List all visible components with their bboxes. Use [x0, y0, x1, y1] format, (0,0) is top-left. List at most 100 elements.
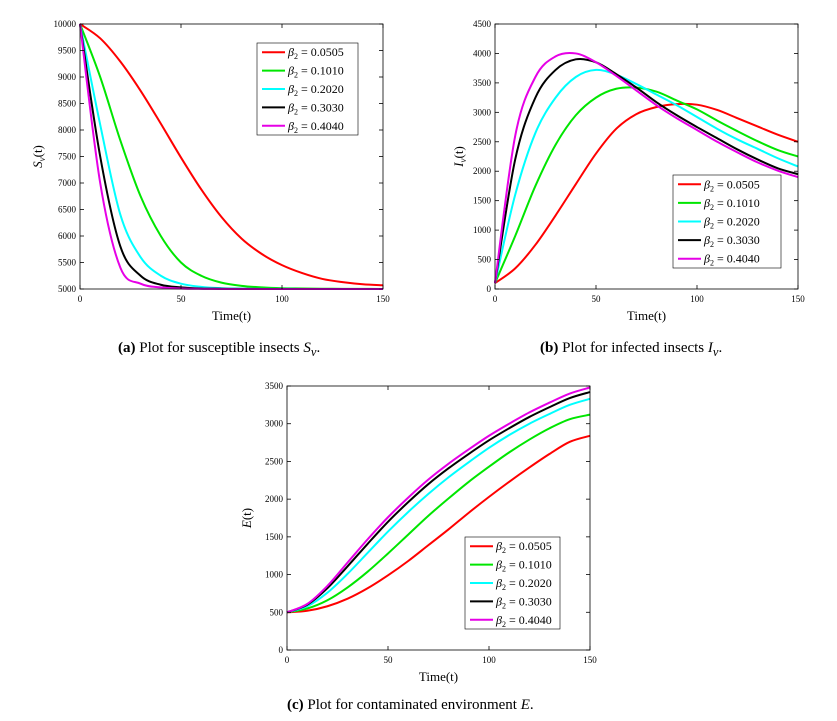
legend-label-3: β2 = 0.2020	[287, 82, 344, 98]
x-tick-label: 50	[384, 655, 394, 665]
y-tick-label: 7000	[58, 178, 77, 188]
caption-a-label: (a)	[118, 340, 136, 356]
x-tick-label: 50	[592, 294, 602, 304]
y-tick-label: 5500	[58, 258, 77, 268]
legend-label-2: β2 = 0.1010	[703, 196, 760, 212]
legend: β2 = 0.0505 β2 = 0.1010 β2 = 0.2020 β2 = 0.…	[256, 42, 359, 136]
series-line-1	[494, 102, 799, 284]
x-axis-label: Time(t)	[627, 308, 666, 323]
y-tick-label: 0	[487, 284, 492, 294]
y-axis-label-sub: v	[37, 157, 47, 161]
legend-label-5: β2 = 0.4040	[495, 613, 552, 629]
x-tick-label: 0	[285, 655, 290, 665]
y-tick-label: 1000	[473, 225, 492, 235]
chart-panel-b: 0 50 100 150 0 500 1000 1500 2000 2500 3000 3500 400…	[420, 0, 837, 330]
y-tick-label: 8500	[58, 99, 77, 109]
series-line-3	[494, 68, 799, 284]
legend-label-1: β2 = 0.0505	[495, 539, 552, 555]
series-line-5	[286, 386, 591, 614]
legend-label-2: β2 = 0.1010	[495, 558, 552, 574]
chart-svg-a: 0 50 100 150 5000 5500 6000 6500 7000 7500 8000 850…	[30, 19, 390, 323]
y-tick-label: 1000	[265, 570, 284, 580]
legend-label-1: β2 = 0.0505	[287, 45, 344, 61]
legend: β2 = 0.0505 β2 = 0.1010 β2 = 0.2020 β2 = 0.…	[672, 174, 782, 269]
y-axis-label-sub: v	[458, 158, 468, 162]
legend-label-4: β2 = 0.3030	[287, 100, 344, 116]
x-tick-label: 150	[376, 294, 390, 304]
y-axis-label-symbol: S	[30, 161, 45, 168]
caption-c-label: (c)	[287, 697, 304, 713]
y-tick-label: 2000	[473, 166, 492, 176]
caption-a-text: Plot for susceptible insects	[139, 340, 300, 356]
legend: β2 = 0.0505 β2 = 0.1010 β2 = 0.2020 β2 = 0.…	[464, 536, 561, 630]
y-tick-label: 2000	[265, 494, 284, 504]
caption-c: (c) Plot for contaminated environment E.	[287, 697, 534, 714]
series-line-3	[286, 397, 591, 614]
caption-a-symbol: S	[303, 340, 311, 356]
series-line-1	[286, 434, 591, 614]
chart-panel-a: 0 50 100 150 5000 5500 6000 6500 7000 7500 8000 850…	[0, 0, 410, 330]
caption-b-end: .	[718, 340, 723, 356]
axes-frame	[494, 23, 799, 290]
y-axis-label: E(t)	[239, 508, 254, 529]
y-axis-label: Iv(t)	[451, 146, 468, 168]
series-line-2	[286, 413, 591, 614]
x-tick-label: 150	[583, 655, 597, 665]
caption-a-sub: v	[310, 345, 317, 359]
y-axis-label-arg: (t)	[239, 508, 254, 520]
x-tick-label: 0	[493, 294, 498, 304]
x-tick-label: 0	[78, 294, 83, 304]
y-tick-label: 6500	[58, 205, 77, 215]
legend-label-3: β2 = 0.2020	[703, 215, 760, 231]
y-axis-label-arg: (t)	[30, 145, 45, 157]
caption-b-sub: v	[712, 345, 719, 359]
legend-label-4: β2 = 0.3030	[703, 233, 760, 249]
x-axis-label: Time(t)	[212, 308, 251, 323]
legend-label-3: β2 = 0.2020	[495, 576, 552, 592]
series-line-1	[79, 23, 384, 287]
y-axis-label-arg: (t)	[451, 146, 466, 158]
y-tick-label: 4500	[473, 19, 492, 29]
y-tick-label: 10000	[54, 19, 77, 29]
y-tick-label: 2500	[265, 456, 284, 466]
y-tick-label: 7500	[58, 152, 77, 162]
y-tick-label: 3000	[265, 419, 284, 429]
y-tick-label: 6000	[58, 231, 77, 241]
y-tick-label: 3500	[265, 381, 284, 391]
y-tick-label: 9500	[58, 46, 77, 56]
y-tick-label: 4000	[473, 48, 492, 58]
legend-label-2: β2 = 0.1010	[287, 64, 344, 80]
series-line-4	[286, 391, 591, 614]
chart-svg-b: 0 50 100 1500500100015002000250030003500400…	[451, 19, 805, 323]
chart-panel-c: 0 50 100 150 0 500 1000 1500 2000 2500 3000 3500 Tim…	[200, 370, 620, 690]
x-tick-label: 100	[275, 294, 289, 304]
y-axis-label-symbol: I	[451, 162, 466, 168]
caption-b: (b) Plot for infected insects Iv.	[540, 340, 722, 360]
caption-b-symbol: I	[707, 340, 713, 356]
x-tick-label: 100	[482, 655, 496, 665]
y-tick-label: 500	[270, 607, 284, 617]
y-tick-label: 8000	[58, 125, 77, 135]
caption-c-end: .	[529, 697, 534, 713]
series-line-4	[494, 57, 799, 284]
series-line-5	[494, 51, 799, 284]
caption-c-symbol: E	[520, 697, 530, 713]
x-tick-label: 50	[177, 294, 187, 304]
x-tick-label: 150	[791, 294, 805, 304]
y-axis-label: Sv(t)	[30, 145, 47, 168]
y-tick-label: 9000	[58, 72, 77, 82]
legend-box	[672, 174, 782, 269]
caption-b-label: (b)	[540, 340, 559, 356]
chart-svg-c: 0 50 100 1500500100015002000250030003500Tim…	[239, 381, 597, 684]
caption-a-end: .	[316, 340, 321, 356]
legend-label-5: β2 = 0.4040	[703, 252, 760, 268]
caption-c-text: Plot for contaminated environment	[307, 697, 517, 713]
y-tick-label: 1500	[265, 532, 284, 542]
y-tick-label: 500	[478, 255, 492, 265]
caption-b-text: Plot for infected insects	[562, 340, 705, 356]
y-tick-label: 1500	[473, 196, 492, 206]
legend-label-1: β2 = 0.0505	[703, 177, 760, 193]
y-tick-label: 0	[279, 645, 284, 655]
y-tick-label: 3000	[473, 107, 492, 117]
y-tick-label: 3500	[473, 78, 492, 88]
